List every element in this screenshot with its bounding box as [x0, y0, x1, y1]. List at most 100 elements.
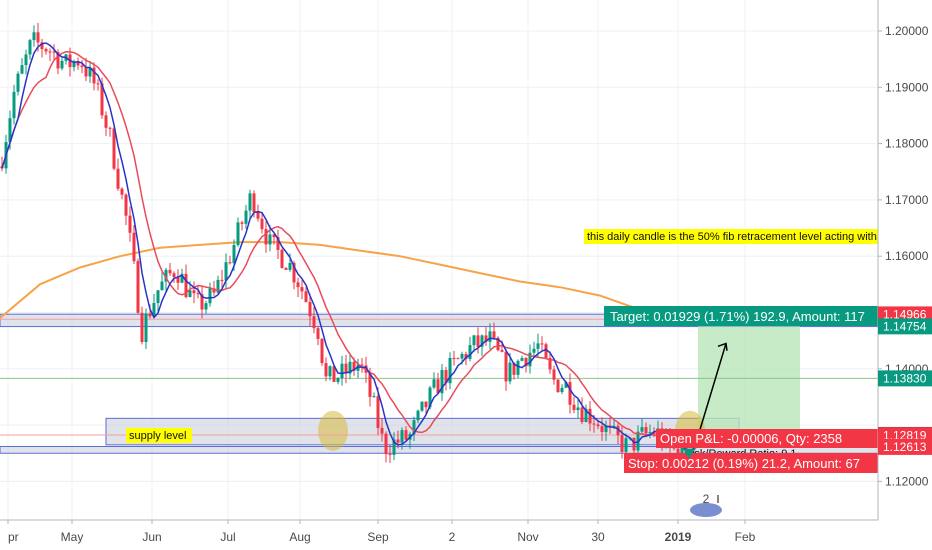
- price-tick-label: 1.20000: [885, 24, 929, 38]
- candle-body: [492, 331, 496, 338]
- candle-body: [56, 52, 60, 69]
- candle-body: [528, 352, 532, 367]
- event-badge-number: 2: [703, 492, 710, 506]
- candle-body: [424, 401, 428, 408]
- candle-body: [148, 313, 152, 317]
- candle-body: [284, 267, 288, 270]
- candle-body: [416, 410, 420, 421]
- candle-body: [460, 353, 464, 359]
- openpl-box: [656, 429, 878, 448]
- time-axis-bg: [0, 520, 878, 550]
- candle-body: [488, 331, 492, 342]
- candle-body: [36, 32, 40, 43]
- candle-body: [128, 215, 132, 233]
- price-tag: [878, 318, 932, 335]
- arrow-head: [717, 342, 728, 351]
- stop-box: [624, 453, 878, 473]
- candle-body: [432, 379, 436, 388]
- candle-body: [60, 60, 64, 69]
- candle-body: [452, 357, 456, 359]
- candle-body: [276, 237, 280, 250]
- candle-body: [652, 432, 656, 435]
- candle-body: [440, 370, 444, 394]
- candle-body: [40, 42, 44, 50]
- candle-body: [516, 360, 520, 375]
- candle-body: [108, 127, 112, 129]
- time-tick-label: Jun: [142, 530, 161, 544]
- candle-body: [436, 379, 440, 394]
- candle-body: [384, 433, 388, 455]
- candle-body: [100, 83, 104, 116]
- price-tag-label: 1.12819: [883, 428, 927, 442]
- candle-body: [328, 366, 332, 377]
- candle-body: [172, 273, 176, 277]
- candle-body: [208, 288, 212, 304]
- target-box: [604, 306, 878, 326]
- highlight-circle: [318, 410, 348, 451]
- candle-body: [44, 49, 48, 52]
- candle-body: [620, 435, 624, 452]
- candle-body: [32, 32, 36, 41]
- candle-body: [280, 249, 284, 268]
- candle-body: [116, 168, 120, 189]
- candle-body: [404, 430, 408, 440]
- price-tick-label: 1.16000: [885, 249, 929, 263]
- candle-body: [544, 344, 548, 358]
- event-icon: [690, 503, 722, 517]
- candle-body: [612, 425, 616, 427]
- stop-label: Stop: 0.00212 (0.19%) 21.2, Amount: 67: [628, 456, 860, 471]
- candle-body: [476, 335, 480, 347]
- candle-body: [556, 379, 560, 393]
- candle-body: [288, 262, 292, 270]
- note-label: this daily candle is the 50% fib retrace…: [587, 231, 877, 243]
- candle-body: [368, 372, 372, 397]
- candle-body: [396, 439, 400, 443]
- candle-body: [144, 313, 148, 343]
- candle-body: [456, 358, 460, 360]
- moving-average-line: [0, 241, 671, 325]
- candle-body: [552, 369, 556, 380]
- candle-body: [584, 408, 588, 422]
- candle-body: [216, 279, 220, 293]
- candle-body: [572, 404, 576, 411]
- candle-body: [80, 65, 84, 67]
- profit-zone: [698, 326, 800, 435]
- candle-body: [536, 343, 540, 349]
- candle-body: [312, 316, 316, 329]
- down-arrow-icon: [683, 448, 695, 459]
- time-tick-label: Nov: [517, 530, 538, 544]
- candle-body: [512, 362, 516, 375]
- price-axis-bg: [878, 0, 932, 550]
- price-tag-label: 1.14966: [883, 307, 927, 321]
- time-tick-label: May: [61, 530, 84, 544]
- candle-body: [264, 229, 268, 245]
- candle-body: [520, 358, 524, 361]
- candle-body: [308, 301, 312, 317]
- candle-body: [180, 273, 184, 283]
- candle-body: [592, 423, 596, 425]
- time-tick-label: Sep: [367, 530, 389, 544]
- candle-body: [372, 396, 376, 398]
- candle-body: [344, 363, 348, 374]
- moving-average-line: [1, 42, 699, 452]
- candle-body: [412, 420, 416, 435]
- candle-body: [28, 40, 32, 55]
- candle-body: [320, 338, 324, 364]
- candle-body: [212, 288, 216, 293]
- candle-body: [236, 222, 240, 246]
- candle-body: [632, 437, 636, 451]
- price-tag-label: 1.14754: [883, 319, 927, 333]
- candle-body: [96, 83, 100, 85]
- candle-body: [532, 348, 536, 353]
- candle-body: [48, 51, 52, 53]
- candle-body: [124, 194, 128, 216]
- time-tick-label: 2: [449, 530, 456, 544]
- price-tag: [878, 438, 932, 455]
- candle-body: [156, 290, 160, 304]
- candle-body: [388, 454, 392, 456]
- candle-body: [24, 54, 28, 66]
- price-tick-label: 1.18000: [885, 137, 929, 151]
- price-tag: [878, 370, 932, 387]
- candle-body: [188, 290, 192, 298]
